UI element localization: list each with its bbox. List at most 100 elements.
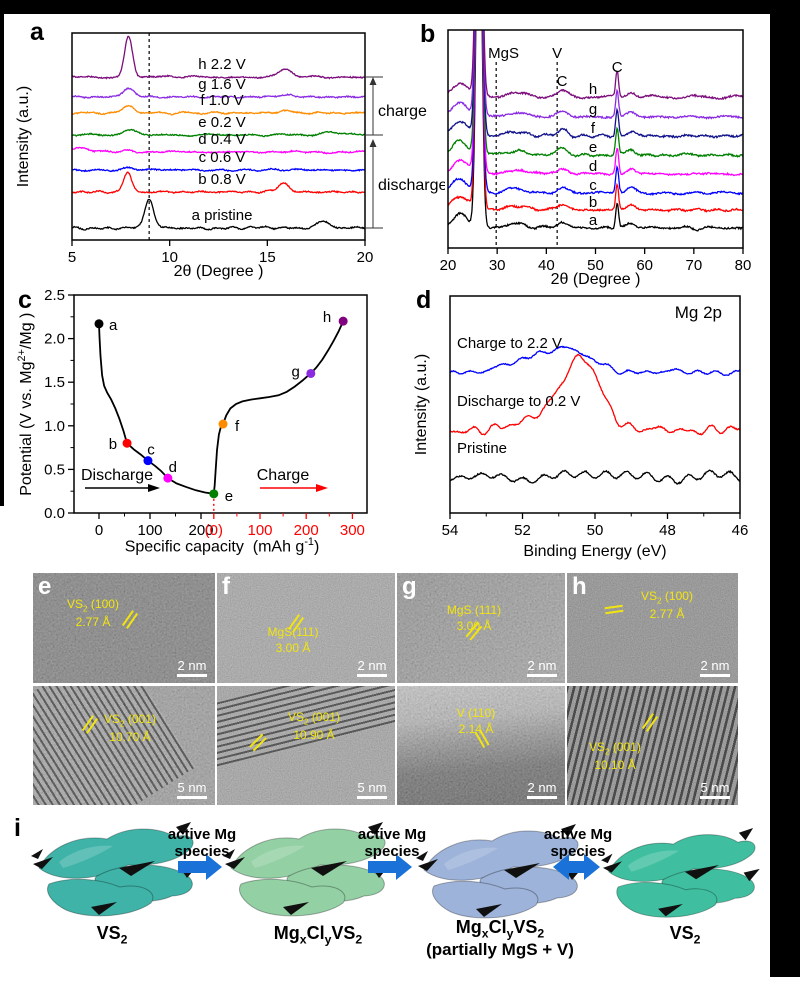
panel-letter-f: f [222, 573, 230, 600]
charge-label: charge [378, 103, 427, 120]
lattice-spacing-mark [604, 602, 624, 617]
tem-image-g-bottom: V (110) 2.14 Å 2 nm [397, 686, 565, 805]
formula-vs2-recovered: VS2 [669, 923, 701, 947]
y-axis-label: Intensity (a.u.) [15, 86, 32, 187]
right-black-band [770, 0, 800, 977]
svg-d-curves [450, 345, 740, 485]
y-tick-label: 1.0 [44, 418, 65, 435]
peak-label: C [557, 73, 568, 90]
series-label: Discharge to 0.2 V [457, 393, 580, 410]
reaction-scheme-graphic [30, 821, 761, 919]
y-tick-label: 0.0 [44, 505, 65, 522]
point-label-h: h [323, 309, 331, 326]
point-c [143, 456, 153, 466]
panel-letter-a: a [30, 18, 44, 46]
point-label-c: c [147, 442, 155, 459]
curve-g 1.6 V [72, 87, 365, 100]
series-label: h [589, 81, 597, 98]
discharge-text: Discharge [81, 467, 153, 484]
top-black-band [0, 0, 800, 14]
series-label: g 1.6 V [198, 76, 246, 93]
x-tick-label: 5 [68, 249, 76, 266]
curve-e [448, 30, 743, 158]
series-label: a [589, 212, 598, 229]
y-tick-label: 2.5 [44, 288, 65, 304]
series-label: Charge to 2.2 V [457, 335, 562, 352]
point-a [94, 319, 104, 329]
series-label: c 0.6 V [199, 149, 246, 166]
point-g [306, 368, 316, 378]
scale-bar: 2 nm [527, 780, 557, 799]
series-label: g [589, 101, 597, 118]
curve-g [448, 30, 743, 120]
x-axis-label: 2θ (Degree ) [174, 263, 264, 280]
point-label-d: d [169, 459, 177, 476]
lattice-annotation: VS2 (001) 10.10 Å [589, 740, 641, 772]
curve-Charge to 2.2 V [450, 345, 740, 377]
curve-c 0.6 V [72, 166, 365, 173]
curve-b 0.8 V [72, 171, 365, 195]
point-e [209, 489, 219, 499]
curve-a [448, 30, 743, 232]
capacity-axis-label: Specific capacity (mAh g-1) [124, 536, 320, 556]
x-tick-label: 100 [137, 522, 162, 539]
tem-grain [217, 573, 395, 683]
lattice-annotation: VS2 (001) 10.90 Å [288, 710, 340, 742]
x-tick-label: 20 [357, 249, 374, 266]
formula-vs2: VS2 [96, 923, 128, 947]
panel-letter-h: h [572, 573, 587, 600]
x-tick-label: 30 [489, 257, 506, 274]
potential-axis-label: Potential (V vs. Mg2+/Mg ) [15, 312, 36, 496]
tem-image-g-top: g MgS (111) 3.00 Å 2 nm [397, 573, 565, 683]
scale-bar: 2 nm [357, 658, 387, 677]
point-d [163, 473, 173, 483]
x-tick-label: 52 [514, 522, 531, 539]
point-label-f: f [235, 418, 240, 435]
tem-grain [567, 573, 738, 683]
panel-letter-e: e [38, 573, 52, 600]
curve-b [448, 30, 743, 213]
tem-image-f-top: f MgS(111)3.00 Å 2 nm [217, 573, 395, 683]
series-label: d 0.4 V [198, 131, 246, 148]
scale-bar: 2 nm [177, 658, 207, 677]
point-label-a: a [109, 317, 118, 334]
active-mg-species-label-3: active Mg species [543, 826, 613, 861]
x-tick-label: 20 [440, 257, 457, 274]
series-label: e 0.2 V [198, 114, 246, 131]
x-tick-label: 48 [659, 522, 676, 539]
forward-arrow [368, 854, 412, 880]
tem-image-e-bottom: VS2 (001) 10.70 Å 5 nm [33, 686, 215, 805]
x-tick-label: 54 [442, 522, 459, 539]
series-label: f [591, 120, 596, 137]
curve-f 1.0 V [72, 104, 365, 116]
y-tick-label: 1.5 [44, 374, 65, 391]
left-black-strip [0, 14, 4, 506]
series-label: f 1.0 V [200, 92, 243, 109]
x-tick-label: 50 [587, 522, 604, 539]
x-tick-label: 70 [685, 257, 702, 274]
point-f [218, 419, 228, 429]
series-label: a pristine [192, 207, 253, 224]
curve-h [448, 30, 743, 101]
peak-label: C [612, 59, 623, 76]
lattice-annotation: VS2 (100) 2.77 Å [67, 597, 119, 629]
scheme-arrows [178, 854, 600, 880]
x-tick-label: 300 [340, 522, 365, 539]
charge-curve [212, 320, 345, 494]
x-tick-label: 46 [732, 522, 749, 539]
series-label: e [589, 139, 597, 156]
formula-mgclvs2: MgxClyVS2 [273, 923, 363, 947]
charge-text: Charge [257, 467, 310, 484]
tem-image-e-top: e VS2 (100) 2.77 Å 2 nm [33, 573, 215, 683]
x-tick-label: 10 [161, 249, 178, 266]
vs2-recovered-nanoflower [600, 827, 761, 918]
point-label-g: g [291, 363, 299, 380]
x-tick-label: 40 [538, 257, 555, 274]
scale-bar: 5 nm [700, 780, 730, 799]
curve-Discharge to 0.2 V [450, 353, 740, 436]
series-label: b 0.8 V [198, 171, 246, 188]
curve-d [448, 30, 743, 177]
reversible-arrow [553, 854, 600, 880]
panel-letter-d: d [416, 286, 432, 314]
